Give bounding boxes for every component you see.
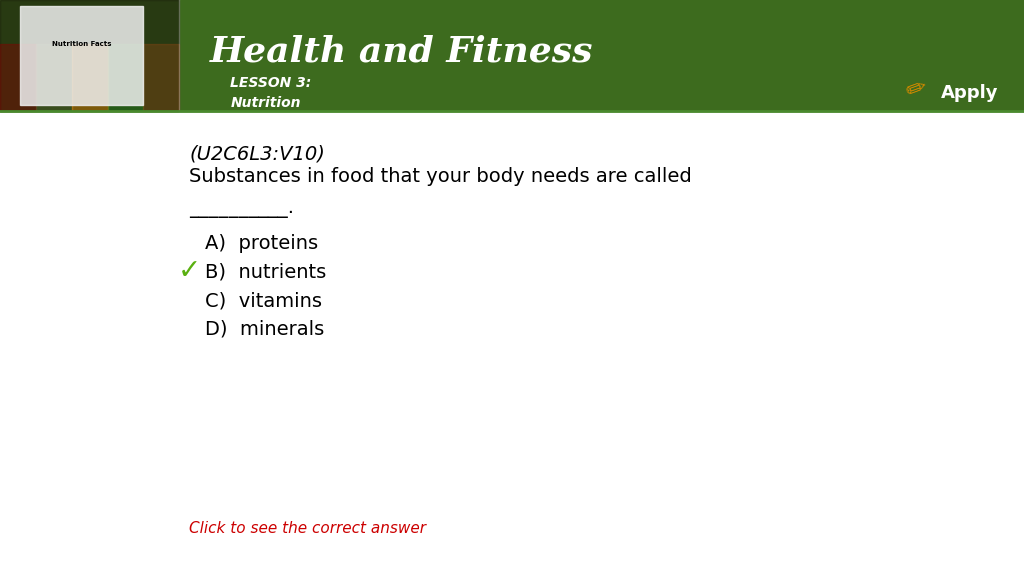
Bar bbox=[0, 44, 36, 111]
Text: Nutrition: Nutrition bbox=[230, 96, 301, 109]
Text: D)  minerals: D) minerals bbox=[205, 320, 324, 339]
Bar bbox=[143, 44, 179, 111]
Text: Nutrition Facts: Nutrition Facts bbox=[52, 41, 112, 47]
Text: B)  nutrients: B) nutrients bbox=[205, 263, 326, 281]
Bar bbox=[108, 44, 143, 111]
Bar bbox=[0, 0, 179, 111]
Text: __________.: __________. bbox=[189, 199, 295, 218]
Text: (U2C6L3:V10): (U2C6L3:V10) bbox=[189, 145, 326, 164]
Bar bbox=[36, 44, 72, 111]
Text: Substances in food that your body needs are called: Substances in food that your body needs … bbox=[189, 168, 692, 186]
Text: Health and Fitness: Health and Fitness bbox=[210, 35, 594, 69]
Text: C)  vitamins: C) vitamins bbox=[205, 291, 322, 310]
Bar bbox=[72, 44, 108, 111]
Text: ✏: ✏ bbox=[902, 74, 931, 104]
Text: ✓: ✓ bbox=[178, 257, 201, 285]
Text: A)  proteins: A) proteins bbox=[205, 234, 317, 252]
Bar bbox=[20, 6, 143, 105]
Bar bbox=[0, 0, 1024, 111]
Text: Click to see the correct answer: Click to see the correct answer bbox=[189, 521, 426, 536]
Text: Apply: Apply bbox=[941, 84, 998, 103]
Text: LESSON 3:: LESSON 3: bbox=[230, 76, 311, 90]
